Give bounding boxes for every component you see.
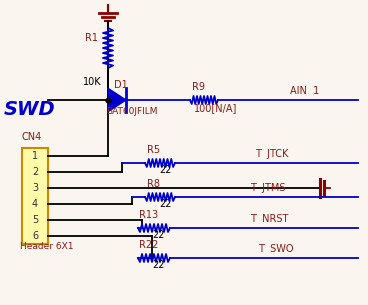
Text: 22: 22 (159, 165, 171, 175)
Text: R8: R8 (147, 179, 160, 189)
Text: R5: R5 (147, 145, 160, 155)
Text: 100[N/A]: 100[N/A] (194, 103, 237, 113)
Text: 10K: 10K (83, 77, 101, 87)
Text: 22: 22 (152, 260, 164, 270)
Text: 22: 22 (152, 230, 164, 240)
Text: R22: R22 (139, 240, 158, 250)
Text: Header 6X1: Header 6X1 (20, 242, 74, 251)
Text: T  SWO: T SWO (258, 244, 294, 254)
Text: AIN  1: AIN 1 (290, 86, 319, 96)
Text: T  JTCK: T JTCK (255, 149, 289, 159)
Text: BAT60JFILM: BAT60JFILM (106, 107, 158, 116)
Text: 22: 22 (159, 199, 171, 209)
Text: R1: R1 (85, 33, 99, 43)
Text: 3: 3 (32, 183, 38, 193)
Text: 6: 6 (32, 231, 38, 241)
Text: D1: D1 (114, 80, 128, 90)
Text: R13: R13 (139, 210, 158, 220)
Text: CN4: CN4 (22, 132, 42, 142)
Text: 1: 1 (32, 151, 38, 161)
Text: R9: R9 (192, 82, 205, 92)
Text: 5: 5 (32, 215, 38, 225)
Text: 4: 4 (32, 199, 38, 209)
Bar (22, 148, 48, 244)
Text: 2: 2 (32, 167, 38, 177)
Text: T  JTMS: T JTMS (250, 183, 286, 193)
Text: SWD: SWD (4, 100, 56, 119)
Polygon shape (108, 88, 126, 112)
Text: T  NRST: T NRST (250, 214, 289, 224)
